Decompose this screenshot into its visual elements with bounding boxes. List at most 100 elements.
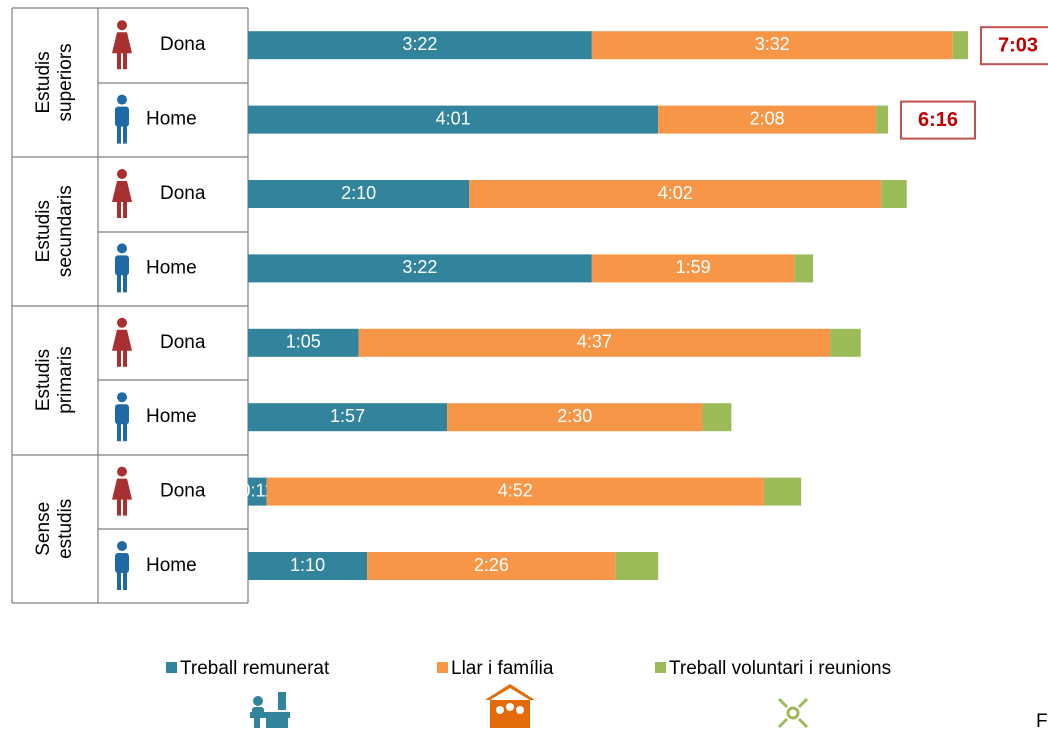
bar-segment [952, 31, 968, 60]
bar-segment [881, 180, 907, 208]
bar-segment [658, 105, 877, 134]
legend-swatch [655, 662, 666, 673]
category-label: Dona [160, 34, 206, 55]
legend-swatch [437, 662, 448, 673]
icon-head [117, 317, 127, 328]
icon-leg [117, 497, 121, 516]
bar-value-label: 1:57 [330, 406, 365, 426]
bar-segment [266, 477, 764, 506]
bar-value-label: 4:37 [577, 332, 612, 352]
bar-segment [358, 328, 831, 357]
total-label: 7:03 [998, 34, 1038, 56]
bar-segment [591, 254, 795, 283]
group-label: Estudissecundaris [33, 185, 76, 277]
icon-body [112, 478, 132, 500]
male-icon [115, 392, 129, 442]
category-label: Home [146, 406, 197, 427]
icon-leg [123, 572, 127, 590]
female-icon [112, 169, 132, 218]
icon-body [115, 553, 129, 573]
icon-head [117, 392, 127, 403]
category-label: Home [146, 109, 197, 130]
bar-value-label: 2:30 [557, 406, 592, 426]
female-icon [112, 20, 132, 70]
icon-body [115, 255, 129, 276]
male-icon [115, 94, 129, 144]
icon-head [117, 541, 127, 551]
icon-leg [123, 497, 127, 516]
bar-segment [591, 31, 953, 60]
bar-value-label: 3:22 [402, 34, 437, 54]
icon-head [117, 169, 127, 179]
bar-value-label: 1:10 [290, 555, 325, 575]
bar-value-label: 1:59 [676, 257, 711, 277]
icon-head [117, 20, 127, 31]
male-icon [115, 541, 129, 590]
legend-label: Llar i família [451, 658, 554, 679]
bar-value-label: 3:22 [402, 257, 437, 277]
bar-segment [248, 254, 592, 283]
icon-leg [117, 125, 121, 144]
bar-segment [248, 552, 368, 580]
bar-segment [248, 328, 359, 357]
bar-segment [702, 403, 732, 432]
icon-body [115, 404, 129, 425]
category-label: Dona [160, 183, 206, 204]
icon-body [112, 32, 132, 54]
icon-leg [123, 423, 127, 442]
icon-leg [123, 51, 127, 70]
icon-body [112, 329, 132, 351]
bar-value-label: 1:05 [286, 332, 321, 352]
legend-icons [250, 684, 809, 729]
group-label: Estudissuperiors [33, 43, 76, 121]
bar-segment [248, 31, 592, 60]
bar-segment [248, 403, 448, 432]
bar-segment [248, 477, 267, 506]
bar-value-label: 2:26 [474, 555, 509, 575]
icon-head [117, 243, 127, 254]
icon-leg [123, 200, 127, 218]
bar-value-label: 0:11 [241, 480, 275, 500]
bar-value-label: 2:10 [341, 183, 376, 203]
icon-leg [123, 125, 127, 144]
bar-segment [367, 552, 616, 580]
icon-leg [117, 274, 121, 293]
legend-label: Treball remunerat [180, 658, 330, 679]
category-label: Dona [160, 481, 206, 502]
bar-segment [469, 180, 882, 208]
bar-segment [248, 180, 470, 208]
icon-body [115, 106, 129, 127]
icon-leg [123, 274, 127, 293]
total-box [980, 26, 1048, 66]
icon-head [117, 466, 127, 477]
total-label: 6:16 [918, 109, 958, 131]
icon-leg [117, 51, 121, 70]
category-label: Home [146, 257, 197, 278]
bar-segment [876, 105, 888, 134]
legend-swatch [166, 662, 177, 673]
male-icon [115, 243, 129, 293]
total-box [900, 100, 976, 140]
group-label: Senseestudis [33, 499, 76, 559]
bar-segment [830, 328, 861, 357]
bar-segment [615, 552, 659, 580]
icon-leg [117, 423, 121, 442]
bar-segment [794, 254, 814, 283]
female-icon [112, 466, 132, 516]
group-label: Estudisprimaris [33, 346, 76, 414]
icon-leg [117, 572, 121, 590]
icon-leg [123, 348, 127, 367]
bar-segment [763, 477, 802, 506]
bar-value-label: 4:01 [436, 108, 471, 128]
bar-value-label: 4:02 [658, 183, 693, 203]
bar-segment [447, 403, 703, 432]
bar-value-label: 4:52 [498, 480, 533, 500]
category-label: Home [146, 555, 197, 576]
legend-label: Treball voluntari i reunions [669, 658, 891, 679]
icon-leg [117, 200, 121, 218]
icon-body [112, 181, 132, 202]
icon-leg [117, 348, 121, 367]
bar-value-label: 3:32 [755, 34, 790, 54]
icon-head [117, 94, 127, 105]
